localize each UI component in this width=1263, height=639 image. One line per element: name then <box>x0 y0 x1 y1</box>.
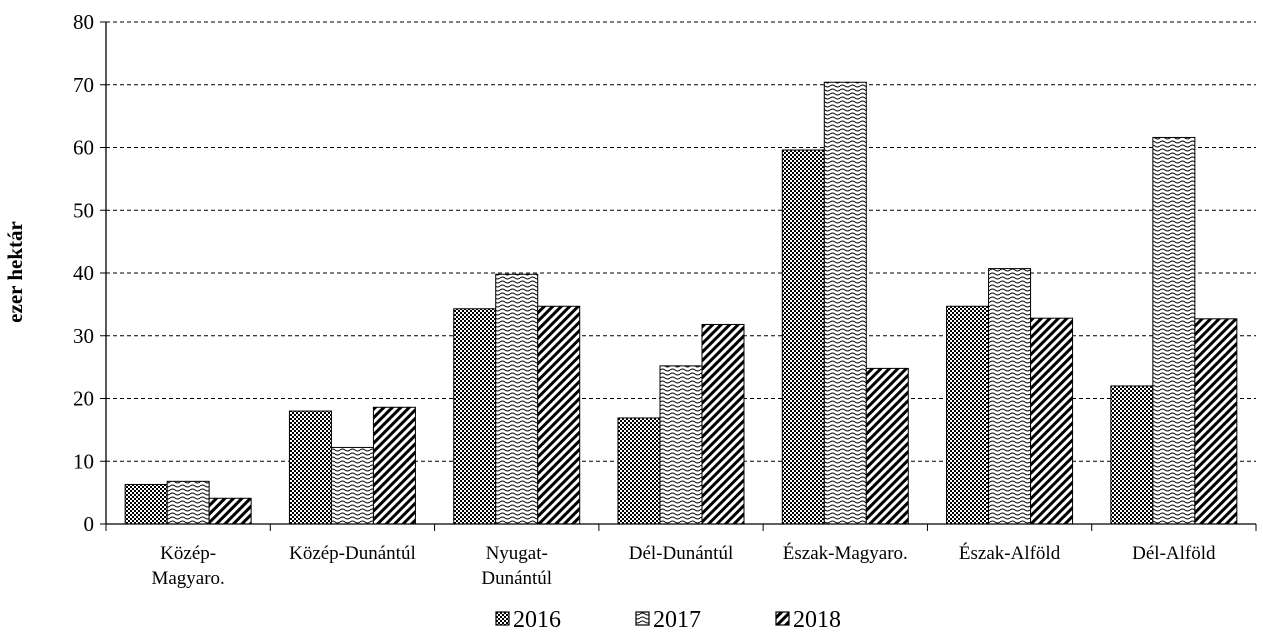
bar-2018-6 <box>1194 318 1238 525</box>
bar-2016-0 <box>124 483 168 525</box>
x-category-label-line: Észak-Alföld <box>959 542 1061 564</box>
x-category-label-line: Magyaro. <box>151 568 224 589</box>
bar-2018-5 <box>1030 317 1074 525</box>
bar-2017-1 <box>330 446 374 525</box>
y-tick-label: 30 <box>73 324 94 348</box>
y-tick-label: 80 <box>73 10 94 34</box>
legend-swatch-2018 <box>775 611 790 626</box>
bar-2016-6 <box>1110 385 1154 525</box>
y-tick-label: 40 <box>73 261 94 285</box>
x-category-label: Észak-Magyaro. <box>783 542 908 564</box>
bar-2017-6 <box>1152 136 1196 525</box>
y-axis-title: ezer hektár <box>3 221 27 323</box>
legend-label-2017: 2017 <box>653 607 701 633</box>
y-tick-label: 60 <box>73 136 94 160</box>
bar-2017-2 <box>495 273 539 525</box>
bar-2018-4 <box>865 367 909 525</box>
x-category-labels: Közép- Magyaro. Közép-Dunántúl Nyugat- Dunán… <box>151 542 1216 589</box>
y-tick-labels: 0 10 20 30 40 50 60 70 80 <box>73 10 94 536</box>
y-tick-label: 10 <box>73 449 94 473</box>
x-category-label-line: Nyugat- <box>486 543 548 564</box>
bar-2016-2 <box>453 308 497 525</box>
bar-2018-3 <box>701 323 745 525</box>
bar-2017-3 <box>659 365 703 525</box>
bars <box>124 81 1238 525</box>
y-tick-label: 50 <box>73 198 94 222</box>
y-tick-label: 20 <box>73 387 94 411</box>
x-category-label: Dél-Alföld <box>1132 543 1216 564</box>
x-category-label-line: Közép-Dunántúl <box>289 543 416 564</box>
bar-2018-2 <box>537 305 581 525</box>
y-tick-label: 70 <box>73 73 94 97</box>
bar-2017-0 <box>166 480 210 525</box>
x-category-label-line: Dél-Dunántúl <box>629 543 733 564</box>
bar-2016-1 <box>288 410 332 525</box>
x-category-label-line: Közép- <box>160 543 216 564</box>
legend-label-2018: 2018 <box>793 607 841 633</box>
x-category-label-line: Észak-Magyaro. <box>783 542 908 564</box>
legend-swatch-2016 <box>495 611 510 626</box>
legend-label-2016: 2016 <box>513 607 561 633</box>
x-category-label: Közép-Dunántúl <box>289 543 416 564</box>
x-category-label: Közép- Magyaro. <box>151 543 224 589</box>
x-category-label: Nyugat- Dunántúl <box>481 543 552 589</box>
x-category-label: Észak-Alföld <box>959 542 1061 564</box>
bar-2016-4 <box>781 149 825 525</box>
x-category-label-line: Dél-Alföld <box>1132 543 1216 564</box>
bar-2018-0 <box>208 497 252 525</box>
legend: 2016 2017 2018 <box>495 607 841 633</box>
bar-2016-3 <box>617 417 661 525</box>
bar-2017-4 <box>823 81 867 525</box>
x-category-label: Dél-Dunántúl <box>629 543 733 564</box>
bar-2018-1 <box>372 406 416 525</box>
y-tick-label: 0 <box>84 512 95 536</box>
bar-2017-5 <box>988 268 1032 525</box>
x-category-label-line: Dunántúl <box>481 568 552 589</box>
axes <box>100 21 1257 531</box>
legend-swatch-2017 <box>635 611 650 626</box>
bar-2016-5 <box>946 305 990 525</box>
